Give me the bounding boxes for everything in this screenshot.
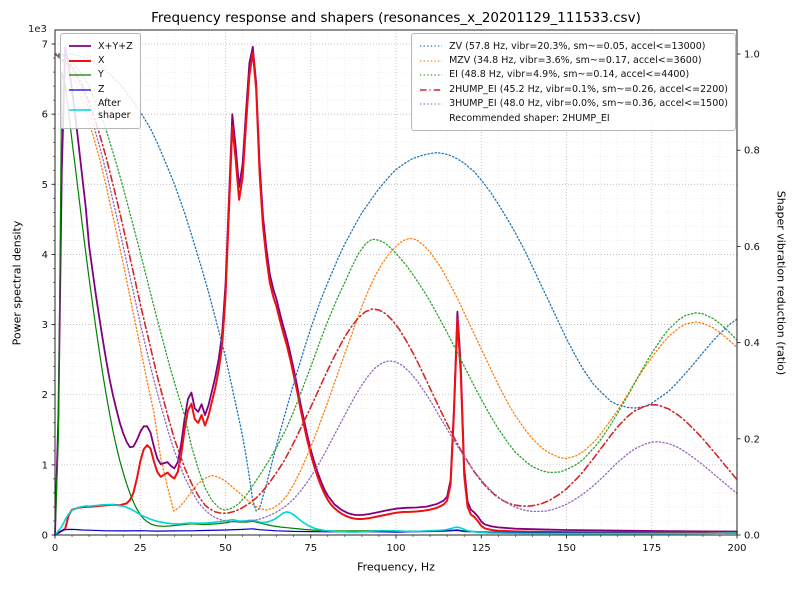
y-right-tick-label: 0.2 (744, 434, 760, 445)
legend-item-after-shaper: After shaper (68, 98, 133, 122)
axes-frame (54, 29, 738, 536)
legend-label: 3HUMP_EI (48.0 Hz, vibr=0.0%, sm~=0.36, … (449, 98, 728, 109)
x-tick-label: 150 (557, 543, 576, 554)
x-tick-label: 125 (472, 543, 491, 554)
legend-line-sample (420, 103, 443, 105)
legend-line-sample (69, 88, 91, 91)
x-tick-label: 50 (219, 543, 232, 554)
legend-label: MZV (34.8 Hz, vibr=3.6%, sm~=0.17, accel… (449, 54, 702, 66)
y-left-tick-label: 1 (42, 460, 48, 471)
legend-item-mzv: MZV (34.8 Hz, vibr=3.6%, sm~=0.17, accel… (419, 55, 728, 67)
y-left-tick-label: 4 (42, 250, 48, 261)
legend-line-sample (69, 109, 91, 111)
legend-label: Y (98, 69, 104, 81)
x-tick-label: 0 (52, 543, 58, 554)
x-tick-label: 100 (386, 543, 405, 554)
legend-item-zv: ZV (57.8 Hz, vibr=20.3%, sm~=0.05, accel… (419, 41, 728, 53)
legend-line-sample (420, 88, 443, 91)
series-ei (54, 53, 738, 511)
y-right-tick-label: 0.0 (744, 531, 760, 542)
legend-item-z: Z (68, 84, 133, 96)
psd-legend: X+Y+Z X Y Z After shaper (60, 33, 141, 130)
x-tick-label: 75 (304, 543, 317, 554)
legend-line-sample (69, 45, 91, 48)
x-axis-label: Frequency, Hz (357, 560, 435, 574)
x-tick-label: 25 (134, 543, 147, 554)
y-left-tick-label: 5 (42, 180, 48, 191)
series-2hump-ei (54, 53, 738, 515)
y-left-tick-label: 6 (42, 110, 48, 121)
series-3hump-ei (54, 53, 738, 523)
legend-label: Z (98, 83, 105, 95)
legend-item-y: Y (68, 69, 133, 81)
legend-line-sample (69, 59, 91, 62)
legend-label: ZV (57.8 Hz, vibr=20.3%, sm~=0.05, accel… (449, 40, 706, 52)
legend-item-ei: EI (48.8 Hz, vibr=4.9%, sm~=0.14, accel<… (419, 69, 728, 81)
y-right-tick-label: 1.0 (744, 50, 760, 61)
legend-label: After shaper (98, 98, 131, 121)
legend-item-x-y-z: X+Y+Z (68, 41, 133, 53)
series-zv (54, 53, 738, 512)
legend-label: 2HUMP_EI (45.2 Hz, vibr=0.1%, sm~=0.26, … (449, 83, 728, 95)
series-mzv (54, 53, 738, 512)
shaper-legend: ZV (57.8 Hz, vibr=20.3%, sm~=0.05, accel… (411, 33, 736, 131)
y-left-tick-label: 2 (42, 390, 48, 401)
y-left-tick-label: 0 (42, 531, 48, 542)
legend-label: X (98, 54, 105, 66)
series-x (54, 51, 738, 536)
y-left-tick-label: 7 (42, 40, 48, 51)
y-axis-offset-label: 1e3 (28, 24, 47, 35)
y-right-tick-label: 0.4 (744, 338, 760, 349)
legend-item-x: X (68, 55, 133, 67)
y-left-tick-label: 3 (42, 320, 48, 331)
x-tick-label: 200 (727, 543, 746, 554)
legend-line-sample (69, 74, 91, 76)
x-tick-label: 175 (642, 543, 661, 554)
legend-label: EI (48.8 Hz, vibr=4.9%, sm~=0.14, accel<… (449, 69, 690, 81)
legend-label: X+Y+Z (98, 40, 133, 52)
legend-item-2hump-ei: 2HUMP_EI (45.2 Hz, vibr=0.1%, sm~=0.26, … (419, 84, 728, 96)
legend-line-sample (420, 74, 443, 76)
series-after-shaper (54, 503, 738, 536)
legend-line-sample (420, 60, 443, 62)
y-right-tick-label: 0.6 (744, 242, 760, 253)
legend-line-sample (420, 45, 443, 48)
legend-item-3hump-ei: 3HUMP_EI (48.0 Hz, vibr=0.0%, sm~=0.36, … (419, 98, 728, 110)
recommended-shaper-note: Recommended shaper: 2HUMP_EI (449, 112, 610, 124)
chart-title: Frequency response and shapers (resonanc… (151, 10, 641, 26)
y-right-tick-label: 0.8 (744, 146, 760, 157)
